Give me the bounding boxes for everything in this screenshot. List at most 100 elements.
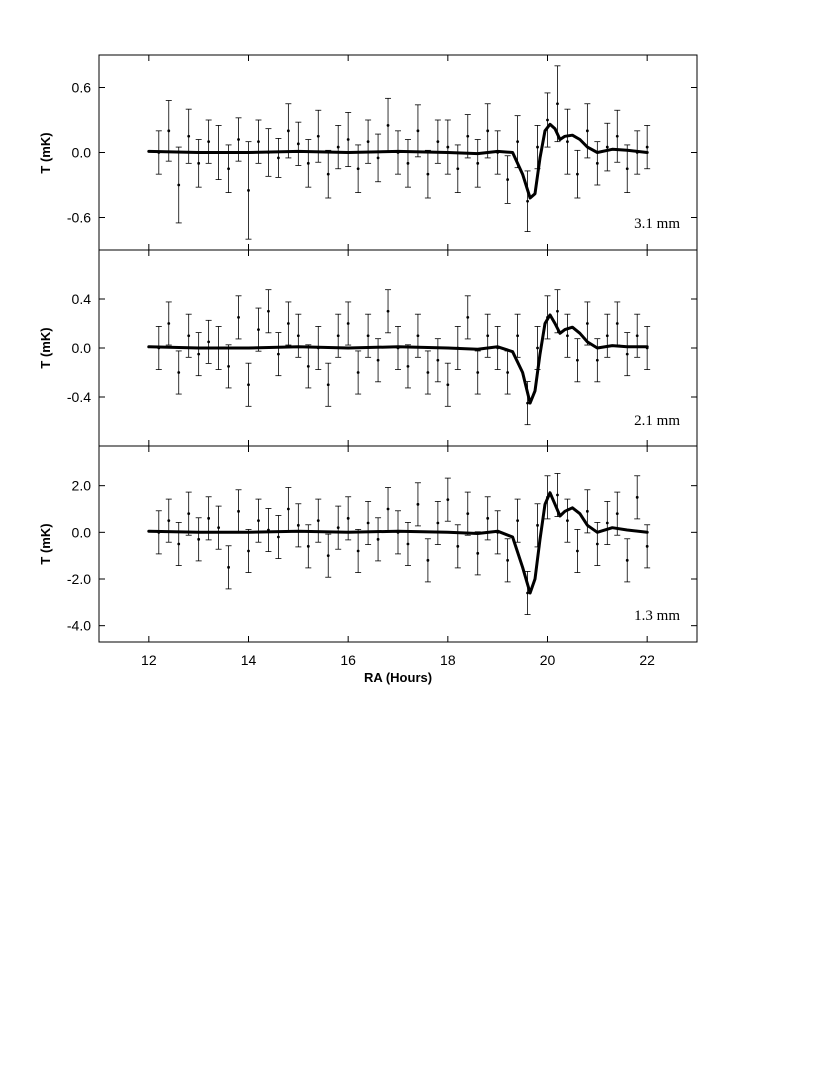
data-point xyxy=(486,334,490,338)
data-point xyxy=(476,161,480,165)
data-point xyxy=(436,140,440,144)
model-curve xyxy=(147,491,649,595)
data-point xyxy=(446,498,450,502)
data-point xyxy=(506,178,510,181)
data-points xyxy=(155,473,651,615)
panel-2mm: 0.4 0.0 -0.4 T (mK) 2.1 mm xyxy=(38,249,698,447)
data-point xyxy=(197,161,201,165)
x-tick-label: 12 xyxy=(141,652,157,668)
data-point xyxy=(257,140,260,144)
y-ticks: 0.6 0.0 -0.6 xyxy=(67,55,697,250)
data-point xyxy=(187,334,191,338)
data-point xyxy=(595,161,599,165)
data-point xyxy=(316,519,320,523)
data-point xyxy=(247,549,250,553)
data-point xyxy=(386,124,390,127)
data-point xyxy=(207,516,211,520)
data-point xyxy=(526,199,529,203)
data-point xyxy=(237,315,240,319)
data-point xyxy=(237,509,240,513)
data-point xyxy=(247,189,250,192)
data-point xyxy=(376,358,380,362)
data-point xyxy=(476,371,480,374)
x-tick-label: 22 xyxy=(639,652,655,668)
data-point xyxy=(227,364,230,368)
data-point xyxy=(306,364,310,368)
data-point xyxy=(356,167,360,171)
band-label: 1.3 mm xyxy=(634,608,680,624)
data-point xyxy=(376,156,380,160)
data-point xyxy=(486,129,490,133)
y-axis-title: T (mK) xyxy=(38,132,53,173)
data-point xyxy=(346,516,350,520)
data-point xyxy=(506,371,510,374)
data-point xyxy=(346,322,350,325)
data-point xyxy=(446,145,450,149)
x-tick-label: 16 xyxy=(340,652,356,668)
data-point xyxy=(197,537,201,541)
model-curve xyxy=(147,122,649,200)
y-tick-label: 0.0 xyxy=(72,524,92,540)
data-point xyxy=(286,129,290,133)
data-point xyxy=(635,334,639,338)
data-point xyxy=(336,145,340,149)
y-tick-label: -4.0 xyxy=(67,618,91,634)
x-tick-label: 20 xyxy=(540,652,556,668)
x-tick-label: 14 xyxy=(241,652,257,668)
data-point xyxy=(277,352,280,356)
panel-3mm: 0.6 0.0 -0.6 T (mK) 3.1 mm xyxy=(38,54,698,251)
data-point xyxy=(277,156,280,160)
data-point xyxy=(456,544,460,548)
data-point xyxy=(207,140,211,144)
data-point xyxy=(416,129,420,133)
data-point xyxy=(356,371,360,374)
data-point xyxy=(625,167,629,171)
data-point xyxy=(286,507,290,511)
data-point xyxy=(526,401,529,405)
data-point xyxy=(536,145,539,149)
data-point xyxy=(296,334,300,338)
data-point xyxy=(257,519,260,523)
data-point xyxy=(306,161,310,165)
data-point xyxy=(326,554,330,558)
y-tick-label: 2.0 xyxy=(72,478,92,494)
y-tick-label: 0.6 xyxy=(72,80,92,96)
data-point xyxy=(486,516,490,520)
data-point xyxy=(237,138,240,141)
y-tick-label: -0.6 xyxy=(67,210,91,226)
data-point xyxy=(595,542,599,546)
data-point xyxy=(436,358,440,362)
data-point xyxy=(645,544,649,548)
y-tick-label: -2.0 xyxy=(67,571,91,587)
data-point xyxy=(506,558,510,562)
data-point xyxy=(585,129,589,133)
data-point xyxy=(247,383,250,387)
data-point xyxy=(406,364,410,368)
data-point xyxy=(227,565,230,569)
y-tick-label: 0.0 xyxy=(72,340,92,356)
data-point xyxy=(416,334,420,338)
x-tick-label: 18 xyxy=(440,652,456,668)
data-point xyxy=(197,352,201,356)
band-label: 3.1 mm xyxy=(634,216,680,232)
model-curve xyxy=(147,313,649,405)
y-axis-title: T (mK) xyxy=(38,327,53,368)
data-point xyxy=(286,322,290,325)
data-point xyxy=(595,358,599,362)
data-point xyxy=(546,118,549,122)
data-point xyxy=(476,551,480,555)
data-point xyxy=(585,322,589,325)
data-point xyxy=(406,161,410,165)
data-points xyxy=(155,65,651,240)
data-point xyxy=(516,334,519,338)
y-tick-label: 0.4 xyxy=(72,291,92,307)
data-point xyxy=(386,507,390,511)
data-point xyxy=(576,358,579,362)
data-point xyxy=(167,519,171,523)
data-point xyxy=(187,512,191,516)
data-point xyxy=(566,334,569,338)
data-point xyxy=(576,172,579,176)
data-point xyxy=(576,549,579,553)
data-point xyxy=(376,537,380,541)
